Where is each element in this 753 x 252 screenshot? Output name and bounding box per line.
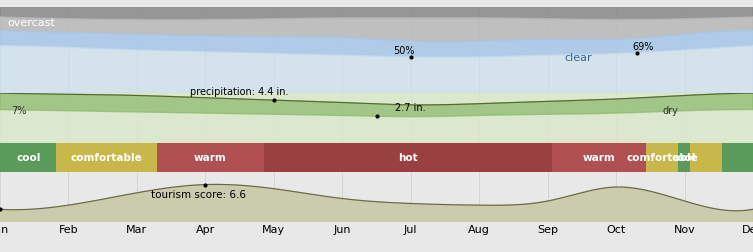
Text: warm: warm <box>583 153 616 163</box>
Text: cool: cool <box>672 153 697 163</box>
Text: 7%: 7% <box>11 105 26 115</box>
Text: dry: dry <box>663 105 678 115</box>
FancyBboxPatch shape <box>721 143 753 173</box>
Text: comfortable: comfortable <box>626 153 698 163</box>
Text: cool: cool <box>16 153 41 163</box>
Text: 2.7 in.: 2.7 in. <box>395 103 426 113</box>
Text: 69%: 69% <box>633 42 654 52</box>
FancyBboxPatch shape <box>552 143 646 173</box>
Text: 50%: 50% <box>393 46 415 56</box>
Text: warm: warm <box>194 153 227 163</box>
FancyBboxPatch shape <box>678 143 691 173</box>
Text: comfortable: comfortable <box>71 153 142 163</box>
FancyBboxPatch shape <box>264 143 552 173</box>
FancyBboxPatch shape <box>646 143 678 173</box>
Text: overcast: overcast <box>8 18 55 28</box>
Text: tourism score: 6.6: tourism score: 6.6 <box>151 189 245 199</box>
Text: clear: clear <box>565 53 593 63</box>
FancyBboxPatch shape <box>0 143 56 173</box>
Text: precipitation: 4.4 in.: precipitation: 4.4 in. <box>191 87 289 97</box>
FancyBboxPatch shape <box>56 143 157 173</box>
Text: hot: hot <box>398 153 418 163</box>
FancyBboxPatch shape <box>157 143 264 173</box>
FancyBboxPatch shape <box>691 143 721 173</box>
